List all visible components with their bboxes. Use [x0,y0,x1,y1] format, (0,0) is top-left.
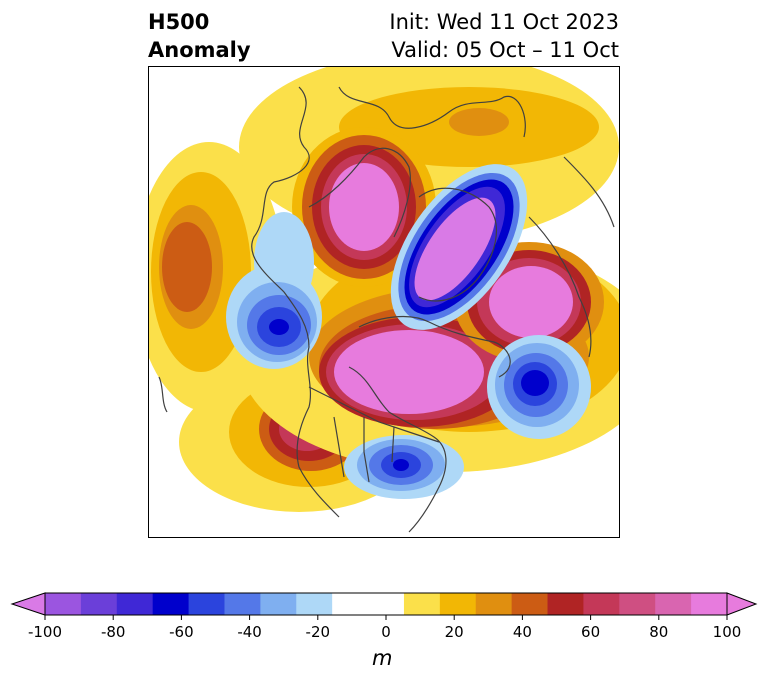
colorbar-segment [332,593,369,615]
colorbar-svg: -100 -80 -60 -40 -20 0 20 40 60 80 100 [10,592,758,641]
colorbar-segment [152,593,190,615]
colorbar-segment [439,593,477,615]
colorbar-segment [260,593,297,615]
anomaly-field-positive-greenland [292,127,436,287]
anomaly-field-negative-southeast [344,435,464,499]
colorbar: -100 -80 -60 -40 -20 0 20 40 60 80 100 [10,590,760,650]
colorbar-segment [368,593,405,615]
anomaly-map-svg [149,67,619,533]
map-title: H500 Anomaly [148,8,251,64]
colorbar-segment [547,593,584,615]
colorbar-segment [691,593,728,615]
colorbar-segment [655,593,692,615]
colorbar-segment [583,593,620,615]
anomaly-field-negative-atlantic [487,335,591,439]
anomaly-field-positive-west [149,142,284,412]
colorbar-tick-label: 60 [581,623,600,641]
anomaly-field-negative-polar [390,164,528,330]
anomaly-map [148,66,620,538]
init-date-text: Init: Wed 11 Oct 2023 [389,10,619,34]
colorbar-segment [511,593,549,615]
title-line-2: Anomaly [148,38,251,62]
coastlines [158,86,615,533]
colorbar-segment [224,593,261,615]
colorbar-tick-label: -20 [306,623,331,641]
colorbar-tick-label: -100 [28,623,62,641]
valid-range-text: Valid: 05 Oct – 11 Oct [391,38,619,62]
colorbar-max-arrow [726,592,758,616]
colorbar-segment [619,593,656,615]
colorbar-segment [403,593,441,615]
colorbar-segment [116,593,154,615]
colorbar-min-arrow [10,592,46,616]
colorbar-tick-label: 20 [445,623,464,641]
colorbar-segment [80,593,118,615]
colorbar-tick-label: 0 [381,623,391,641]
anomaly-field-negative-pacific [226,212,322,369]
colorbar-segment [475,593,513,615]
colorbar-tick-label: -80 [101,623,126,641]
colorbar-segment [296,593,333,615]
colorbar-tick-label: 80 [649,623,668,641]
colorbar-tick-label: -40 [237,623,262,641]
colorbar-segment [45,593,82,615]
colorbar-segment [188,593,225,615]
colorbar-unit-label: m [372,646,393,670]
title-line-1: H500 [148,10,210,34]
colorbar-tick-label: -60 [169,623,194,641]
colorbar-tick-label: 100 [713,623,742,641]
map-subtitle: Init: Wed 11 Oct 2023 Valid: 05 Oct – 11… [389,8,619,64]
colorbar-tick-label: 40 [513,623,532,641]
